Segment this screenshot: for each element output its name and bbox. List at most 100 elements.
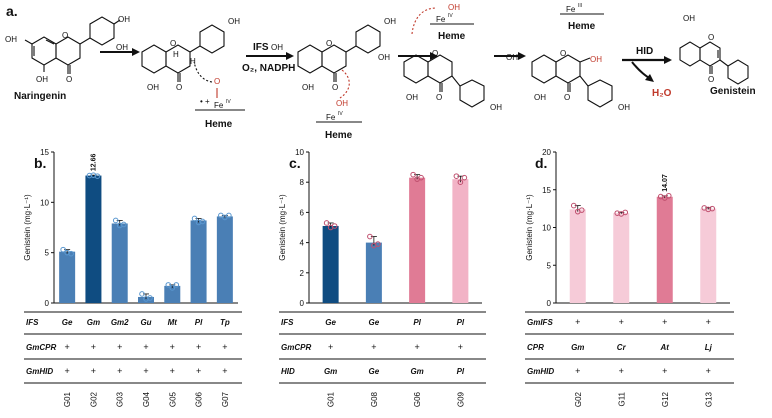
o-label: O <box>170 39 176 48</box>
table-cell: + <box>458 342 463 352</box>
table-cell: Tp <box>220 318 230 327</box>
o-label: O <box>436 93 442 102</box>
heme-label: Heme <box>568 21 596 32</box>
table-cell: + <box>196 366 201 376</box>
table-cell: + <box>222 366 227 376</box>
data-point <box>457 179 464 185</box>
oxidation-state: IV <box>448 13 453 19</box>
fe-label: Fe <box>436 15 446 24</box>
o-label: O <box>66 75 72 84</box>
data-point <box>68 250 74 257</box>
fe-label: Fe <box>326 113 336 122</box>
table-cell: + <box>619 317 624 327</box>
oh-label: OH <box>5 35 17 44</box>
y-axis-label: Genistein (mg·L⁻¹) <box>525 194 534 261</box>
data-point <box>323 220 330 226</box>
bar-G02 <box>569 209 586 303</box>
water-label: H₂O <box>652 88 672 99</box>
table-cell: Lj <box>705 343 713 352</box>
y-tick-label: 6 <box>300 208 305 217</box>
y-tick-label: 5 <box>45 249 50 258</box>
oh-label: OH <box>36 75 48 84</box>
h-label: H <box>190 57 196 66</box>
h-label: H <box>173 50 179 59</box>
data-point <box>112 217 119 224</box>
table-cell: Pl <box>413 318 421 327</box>
bar-G05 <box>164 285 181 303</box>
table-row-name: GmCPR <box>26 343 56 352</box>
bar-G06 <box>190 220 207 303</box>
data-point <box>226 212 232 219</box>
x-tick-label: G05 <box>168 391 177 407</box>
data-point <box>173 282 180 288</box>
y-axis-label: Genistein (mg·L⁻¹) <box>278 194 287 261</box>
y-tick-label: 5 <box>547 261 552 270</box>
ifs-cofactors: O₂, NADPH <box>242 63 295 74</box>
chart-panel-b: b. 0 5 10 15 Genistein (mg·L⁻¹) 12.66 IFS Ge Gm Gm… <box>23 148 242 407</box>
oh-label: OH <box>336 99 348 108</box>
data-point <box>461 174 468 181</box>
panel-label: d. <box>535 155 547 171</box>
table-cell: Ge <box>369 318 380 327</box>
data-point <box>147 295 153 301</box>
data-point <box>622 209 629 216</box>
oh-label: OH <box>490 103 502 112</box>
table-row-name: GmIFS <box>527 318 553 327</box>
oh-label: OH <box>590 55 602 64</box>
value-label: 12.66 <box>90 154 97 172</box>
table-cell: + <box>706 366 711 376</box>
value-label: 14.07 <box>662 174 669 192</box>
oh-label: OH <box>406 93 418 102</box>
x-tick-label: G01 <box>63 391 72 407</box>
panel-a-label: a. <box>6 3 18 19</box>
x-tick-label: G04 <box>142 391 151 407</box>
electron-transfer-arrow <box>193 61 213 83</box>
oh-label: OH <box>116 43 128 52</box>
y-tick-label: 10 <box>542 224 551 233</box>
table-cell: + <box>143 366 148 376</box>
y-tick-label: 8 <box>300 178 305 187</box>
table-cell: + <box>143 342 148 352</box>
y-tick-label: 0 <box>300 299 305 308</box>
data-point <box>120 221 127 228</box>
o-label: O <box>708 33 714 42</box>
table-cell: + <box>170 342 175 352</box>
table-cell: + <box>170 366 175 376</box>
data-point <box>86 172 93 179</box>
oh-rebound-arrow <box>339 69 350 99</box>
data-point <box>169 285 176 291</box>
data-point <box>139 291 145 297</box>
reaction-scheme: a. OH OH O O OH Naringenin OH <box>5 3 756 141</box>
data-point <box>94 173 101 179</box>
o-label: O <box>432 49 438 58</box>
bar-G12 <box>656 196 673 303</box>
genistein-structure <box>679 41 749 85</box>
table-cell: Pl <box>457 318 465 327</box>
panel-label: c. <box>289 155 301 171</box>
bar-G02 <box>85 175 102 303</box>
naringenin-label: Naringenin <box>14 91 66 102</box>
heme-label: Heme <box>438 31 466 42</box>
table-cell: + <box>662 317 667 327</box>
table-cell: + <box>575 366 580 376</box>
x-tick-label: G07 <box>221 391 230 407</box>
table-cell: Cr <box>617 343 627 352</box>
table-cell: Gm <box>571 343 584 352</box>
table-cell: + <box>117 366 122 376</box>
y-tick-label: 4 <box>300 239 305 248</box>
table-cell: + <box>117 342 122 352</box>
data-point <box>410 171 416 178</box>
table-cell: Ge <box>325 318 336 327</box>
radical-intermediate-structure <box>141 24 225 82</box>
x-tick-label: G11 <box>617 391 626 406</box>
table-cell: + <box>575 317 580 327</box>
table-cell: Gm <box>87 318 100 327</box>
table-cell: Gm2 <box>111 318 129 327</box>
oxidation-state: IV <box>338 111 343 117</box>
x-tick-label: G01 <box>327 391 336 407</box>
table-row-name: IFS <box>26 318 39 327</box>
data-point <box>199 218 206 225</box>
arrow-head <box>132 48 140 56</box>
hid-label: HID <box>636 46 653 57</box>
